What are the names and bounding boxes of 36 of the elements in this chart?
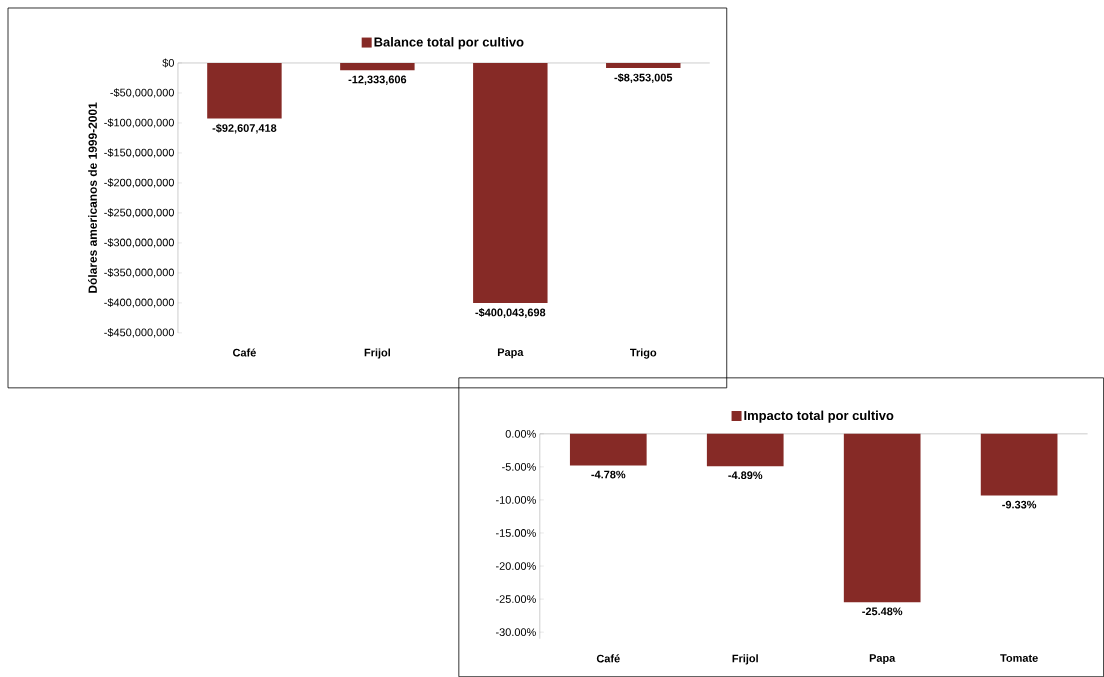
y-tick-label: -$250,000,000 bbox=[104, 208, 174, 218]
x-tick-label: Café bbox=[596, 654, 620, 663]
x-tick-label: Frijol bbox=[364, 348, 390, 359]
data-label: -$8,353,005 bbox=[614, 73, 673, 83]
x-tick-label: Trigo bbox=[630, 348, 657, 359]
y-tick-label: -$150,000,000 bbox=[104, 148, 174, 158]
y-tick-label: -$50,000,000 bbox=[110, 88, 174, 98]
y-tick-label: 0.00% bbox=[505, 429, 536, 438]
y-tick-label: -$200,000,000 bbox=[104, 178, 174, 188]
x-tick-label: Café bbox=[233, 348, 256, 357]
y-tick-label: -20.00% bbox=[495, 562, 536, 570]
y-tick-label: -$300,000,000 bbox=[104, 238, 174, 248]
data-label: -9.33% bbox=[1002, 500, 1037, 509]
y-tick-label: -$100,000,000 bbox=[104, 118, 174, 128]
data-label: -4.78% bbox=[591, 470, 626, 479]
y-tick-label: -25.00% bbox=[495, 595, 536, 603]
data-label: -12,333,606 bbox=[348, 75, 407, 85]
y-tick-label: $0 bbox=[162, 58, 174, 68]
y-tick-label: -15.00% bbox=[495, 529, 536, 537]
y-axis-title: Dólares americanos de 1999-2001 bbox=[88, 102, 97, 293]
x-tick-label: Papa bbox=[869, 654, 896, 664]
y-tick-label: -$400,000,000 bbox=[104, 298, 174, 308]
data-label: -$400,043,698 bbox=[475, 308, 546, 318]
y-tick-label: -10.00% bbox=[495, 496, 536, 504]
data-label: -25.48% bbox=[862, 607, 903, 616]
x-tick-label: Frijol bbox=[732, 654, 758, 665]
legend-label: Balance total por cultivo bbox=[374, 37, 524, 50]
x-tick-label: Papa bbox=[497, 348, 524, 359]
y-tick-label: -$350,000,000 bbox=[104, 268, 174, 278]
y-tick-label: -5.00% bbox=[502, 462, 536, 471]
data-label: -$92,607,418 bbox=[212, 123, 277, 134]
x-tick-label: Tomate bbox=[1000, 654, 1038, 662]
y-tick-label: -$450,000,000 bbox=[104, 328, 174, 338]
y-tick-label: -30.00% bbox=[495, 628, 536, 636]
legend-label: Impacto total por cultivo bbox=[744, 410, 894, 423]
data-label: -4.89% bbox=[728, 471, 763, 480]
